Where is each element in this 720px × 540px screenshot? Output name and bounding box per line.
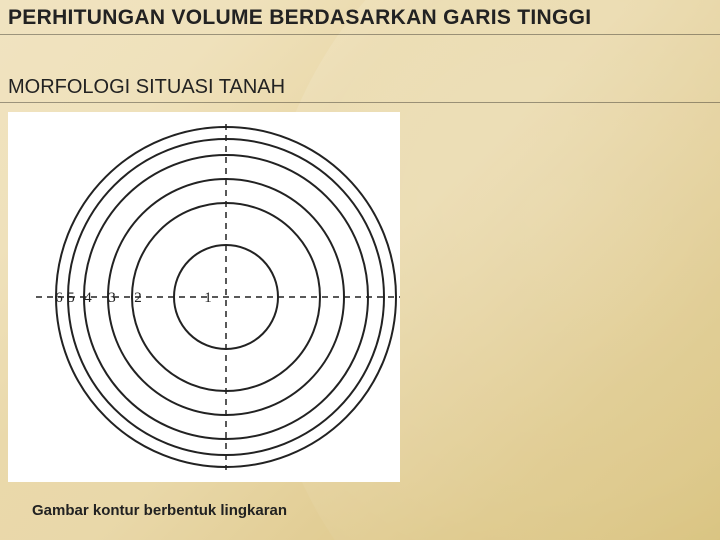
diagram-caption: Gambar kontur berbentuk lingkaran xyxy=(32,502,287,519)
ring-label-4: 4 xyxy=(84,290,92,306)
ring-label-3: 3 xyxy=(108,290,116,306)
ring-label-1: 1 xyxy=(204,290,212,306)
contour-diagram: 1 2 3456 xyxy=(8,112,400,482)
section-subtitle: MORFOLOGI SITUASI TANAH xyxy=(8,76,285,99)
ring-label-5: 5 xyxy=(67,290,75,306)
ring-label-2: 2 xyxy=(134,290,142,306)
contour-svg: 1 2 3456 xyxy=(8,112,400,482)
subtitle-underline xyxy=(0,102,720,103)
title-underline xyxy=(0,34,720,35)
ring-label-6: 6 xyxy=(55,290,63,306)
page-title: PERHITUNGAN VOLUME BERDASARKAN GARIS TIN… xyxy=(8,6,591,30)
